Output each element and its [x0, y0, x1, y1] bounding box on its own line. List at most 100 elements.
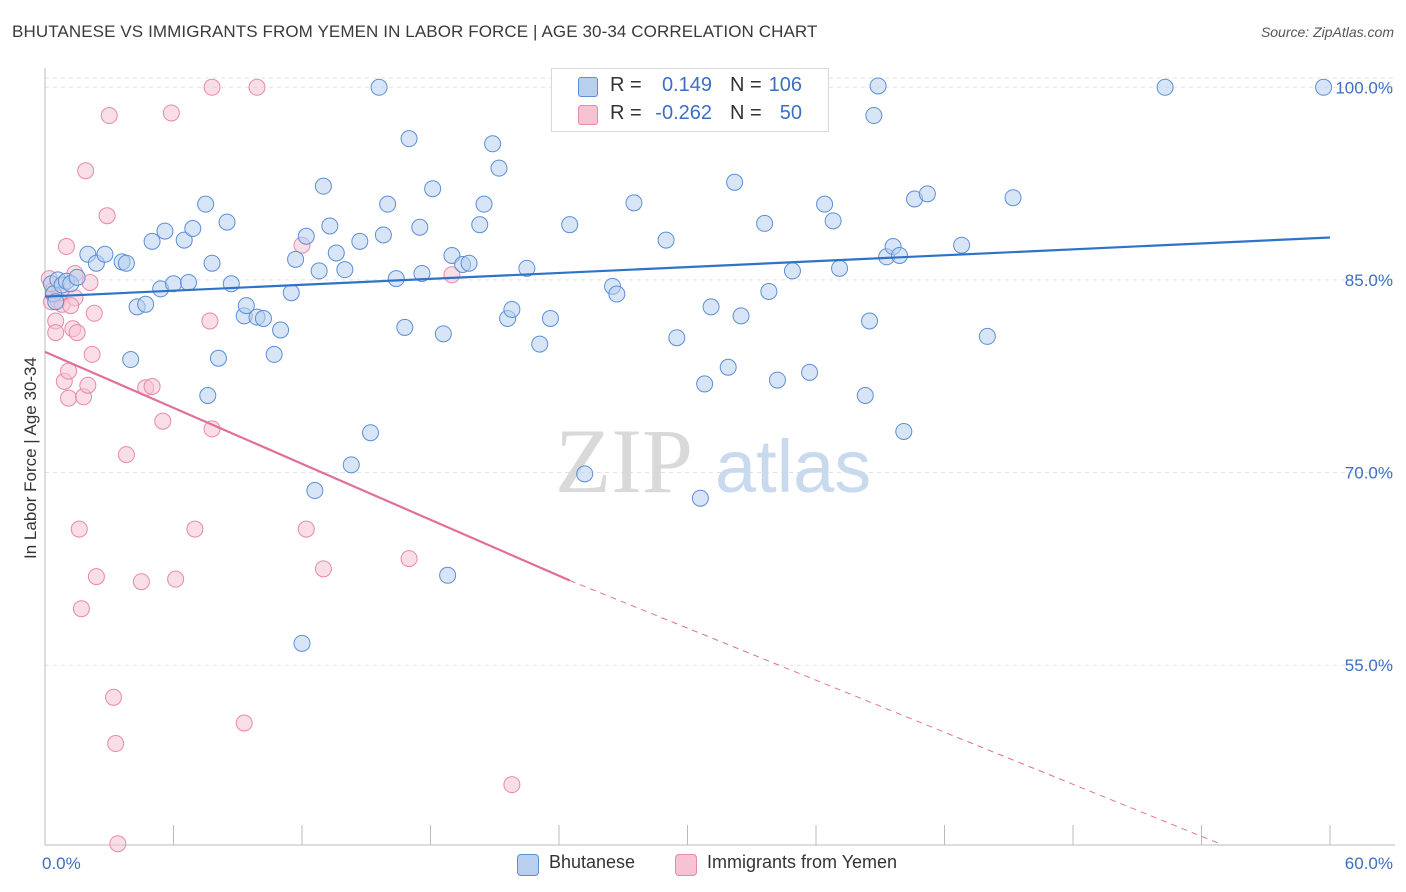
bhutanese-point: [475, 195, 493, 213]
bhutanese-point: [726, 173, 744, 191]
bhutanese-point: [362, 424, 380, 442]
yemen-point: [235, 714, 253, 732]
tick-labels: 55.0% 70.0% 85.0% 100.0% 0.0% 60.0%: [42, 78, 1393, 873]
legend-n-label: N =: [730, 102, 762, 124]
yemen-point: [162, 104, 180, 122]
bhutanese-point: [396, 318, 414, 336]
bhutanese-point: [237, 297, 255, 315]
legend-r-label: R =: [610, 74, 642, 96]
yemen-point: [186, 520, 204, 538]
bhutanese-point: [374, 226, 392, 244]
yemen-point: [132, 573, 150, 591]
yemen-point: [87, 568, 105, 586]
yemen-point: [62, 297, 80, 315]
correlation-legend: R = 0.149 N = 106 R = -0.262 N = 50: [551, 68, 829, 132]
bhutanese-point: [143, 232, 161, 250]
bhutanese-point: [117, 254, 135, 272]
legend-r-label: R =: [610, 102, 642, 124]
yemen-legend-icon: [675, 854, 697, 876]
bhutanese-point: [816, 195, 834, 213]
yemen-point: [57, 238, 75, 256]
watermark-atlas: atlas: [715, 425, 871, 508]
bhutanese-point: [310, 262, 328, 280]
bhutanese-point: [400, 130, 418, 148]
yemen-point: [72, 600, 90, 618]
bhutanese-point: [336, 261, 354, 279]
bhutanese-point: [197, 195, 215, 213]
yemen-point: [60, 389, 78, 407]
watermark-zip: ZIP: [555, 410, 693, 512]
bhutanese-point: [175, 231, 193, 249]
yemen-point: [297, 520, 315, 538]
bhutanese-point: [702, 298, 720, 316]
bhutanese-points: [42, 77, 1333, 652]
bhutanese-point: [321, 217, 339, 235]
bhutanese-point: [342, 456, 360, 474]
yemen-swatch-icon: [578, 105, 598, 125]
yemen-trend-extension: [569, 579, 1224, 846]
yemen-legend-label: Immigrants from Yemen: [707, 852, 898, 872]
legend-n-value: 50: [779, 102, 802, 124]
bhutanese-point: [783, 262, 801, 280]
bhutanese-point: [531, 335, 549, 353]
bhutanese-point: [861, 312, 879, 330]
bhutanese-point: [1315, 78, 1333, 96]
bhutanese-point: [869, 77, 887, 95]
bhutanese-point: [411, 218, 429, 236]
y-axis-label: In Labor Force | Age 30-34: [21, 357, 40, 559]
bhutanese-point: [719, 358, 737, 376]
bhutanese-legend-icon: [517, 854, 539, 876]
bhutanese-point: [541, 309, 559, 327]
bhutanese-point: [561, 216, 579, 234]
bhutanese-point: [768, 371, 786, 389]
bhutanese-point: [203, 254, 221, 272]
bhutanese-point: [490, 159, 508, 177]
bhutanese-trend-line: [44, 236, 1331, 298]
axes: [44, 68, 1395, 846]
x-tick-label: 0.0%: [42, 854, 81, 873]
bhutanese-point: [282, 284, 300, 302]
bhutanese-point: [576, 465, 594, 483]
yemen-point: [100, 107, 118, 125]
bhutanese-point: [895, 422, 913, 440]
x-tick-label: 60.0%: [1345, 854, 1393, 873]
legend-n-value: 106: [768, 74, 802, 96]
y-tick-label: 100.0%: [1335, 78, 1393, 97]
bhutanese-point: [272, 321, 290, 339]
legend-r-value: 0.149: [661, 74, 712, 96]
bhutanese-point: [218, 213, 236, 231]
bhutanese-point: [953, 236, 971, 254]
watermark: ZIP atlas: [555, 410, 871, 512]
bhutanese-swatch-icon: [578, 77, 598, 97]
yemen-point: [248, 78, 266, 96]
y-tick-label: 85.0%: [1345, 271, 1393, 290]
yemen-point: [143, 378, 161, 396]
yemen-point: [201, 312, 219, 330]
bhutanese-point: [696, 375, 714, 393]
bhutanese-point: [265, 345, 283, 363]
bhutanese-legend-label: Bhutanese: [549, 852, 636, 872]
bhutanese-point: [96, 245, 114, 263]
bhutanese-point: [865, 107, 883, 125]
bhutanese-point: [460, 254, 478, 272]
legend-row-bhutanese: R = 0.149 N = 106: [552, 71, 828, 101]
yemen-point: [109, 835, 127, 853]
yemen-point: [117, 446, 135, 464]
bhutanese-point: [179, 273, 197, 291]
bhutanese-point: [306, 482, 324, 500]
bhutanese-point: [608, 285, 626, 303]
bhutanese-point: [732, 307, 750, 325]
yemen-point: [107, 735, 125, 753]
bhutanese-point: [387, 270, 405, 288]
bhutanese-point: [824, 212, 842, 230]
bhutanese-point: [1004, 189, 1022, 207]
yemen-points: [40, 78, 521, 853]
bhutanese-point: [801, 363, 819, 381]
yemen-point: [68, 324, 86, 342]
legend-r-value: -0.262: [655, 102, 712, 124]
legend-row-yemen: R = -0.262 N = 50: [552, 99, 828, 129]
bhutanese-point: [351, 232, 369, 250]
yemen-point: [503, 776, 521, 794]
bhutanese-point: [625, 194, 643, 212]
